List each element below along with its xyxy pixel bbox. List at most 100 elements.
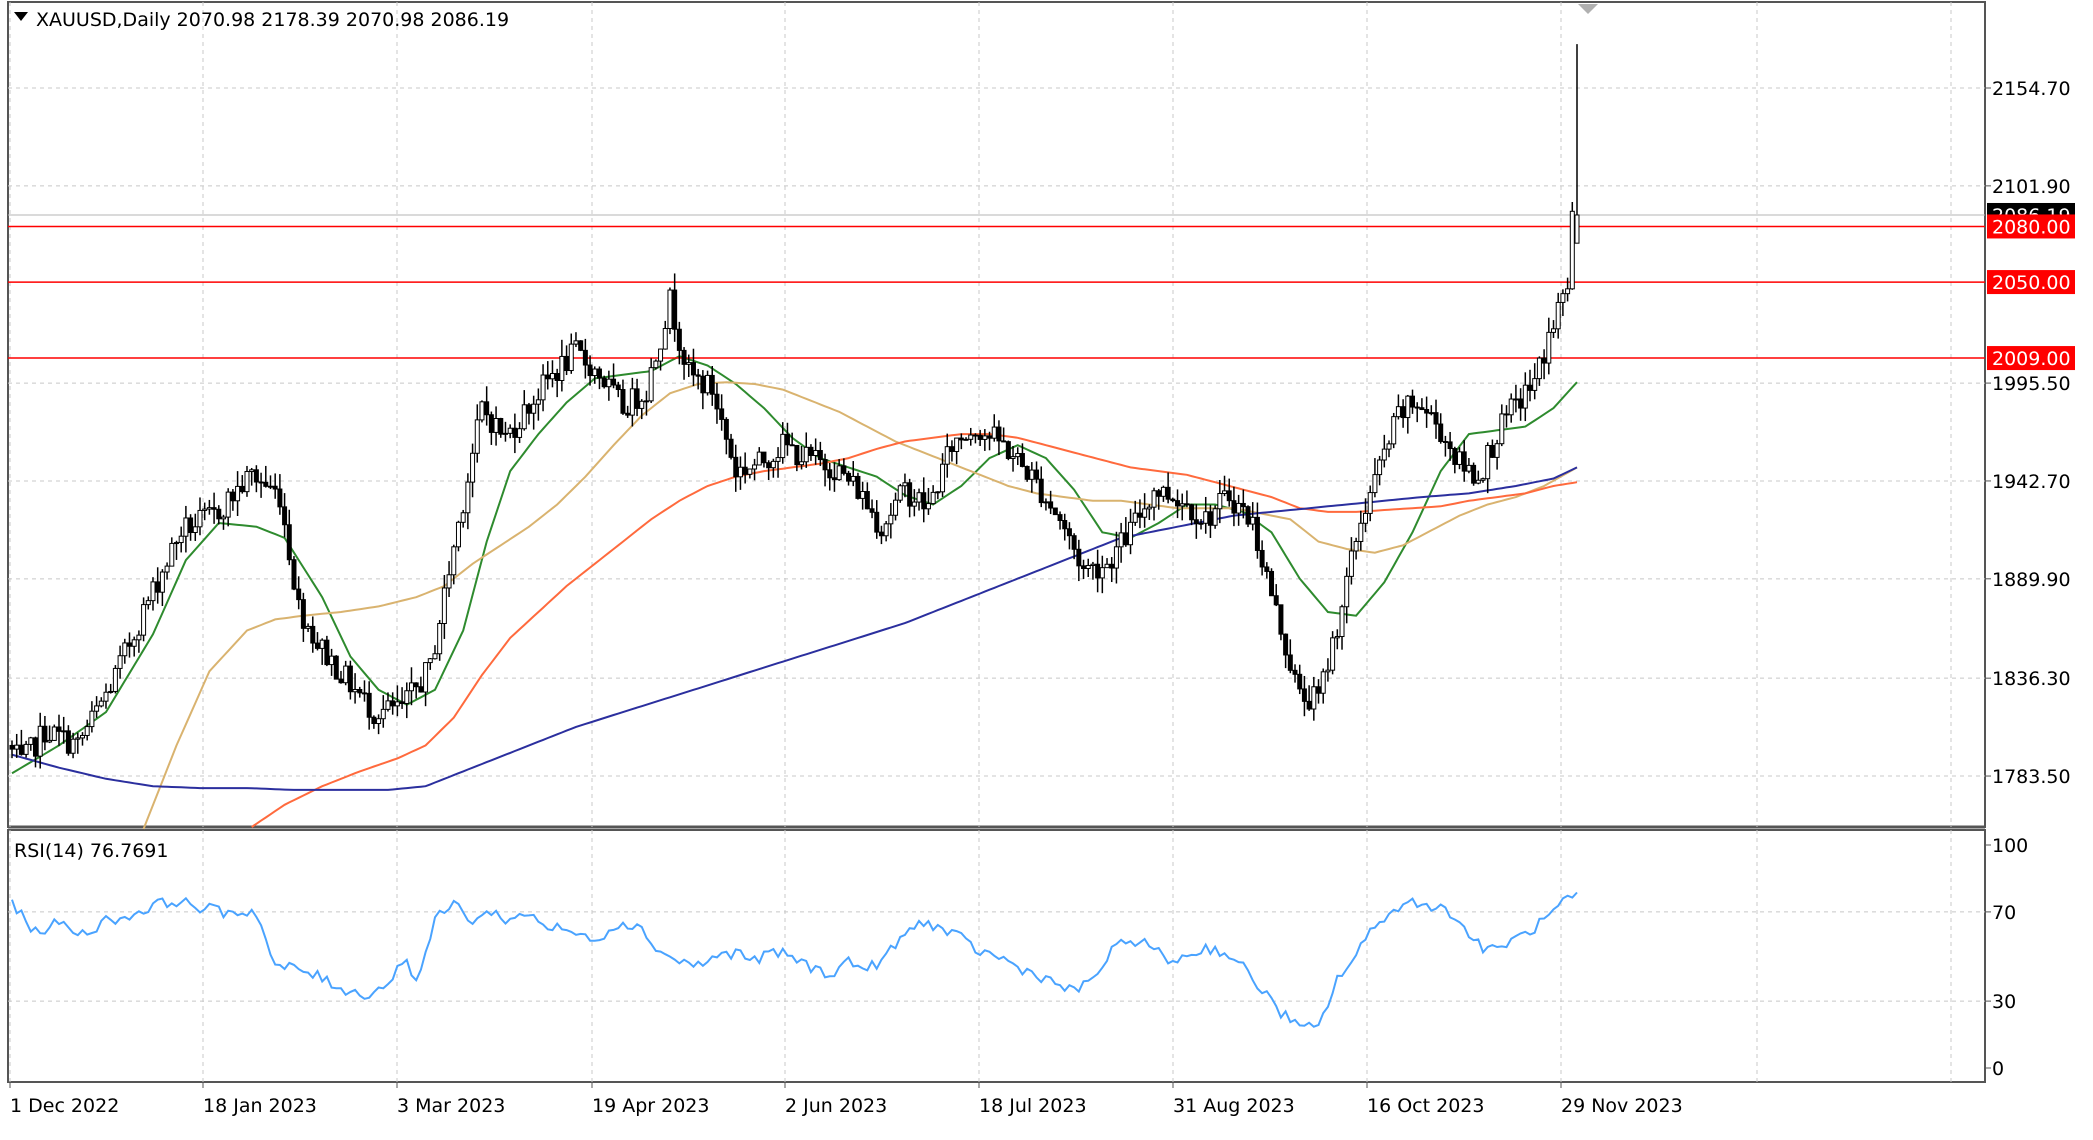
price-tag: 2080.00 xyxy=(1987,214,2075,239)
candle xyxy=(155,567,161,604)
x-tick-label: 31 Aug 2023 xyxy=(1173,1095,1295,1117)
candle xyxy=(1400,399,1406,428)
candle-body xyxy=(465,481,471,514)
candle xyxy=(84,719,90,741)
candle-body xyxy=(28,737,34,745)
candle-body xyxy=(972,434,978,437)
moving-average-line xyxy=(11,466,1578,791)
candle xyxy=(211,492,217,524)
candle xyxy=(1146,504,1152,520)
candle-body xyxy=(1292,669,1298,675)
candle-body xyxy=(1240,502,1246,508)
candle-body xyxy=(639,400,645,409)
candle xyxy=(940,453,946,497)
candle-body xyxy=(568,343,574,372)
candle xyxy=(347,660,353,700)
candle-body xyxy=(1156,490,1162,497)
candle xyxy=(178,526,184,553)
candle xyxy=(1292,664,1298,683)
candle xyxy=(817,441,823,467)
candle-body xyxy=(1518,398,1524,409)
candle xyxy=(775,447,781,478)
candle-body xyxy=(338,678,344,684)
candle xyxy=(535,388,541,421)
candle xyxy=(540,364,546,412)
candle xyxy=(1325,658,1331,682)
candle xyxy=(465,473,471,530)
candle-body xyxy=(601,377,607,388)
candle xyxy=(75,732,81,754)
candle-body xyxy=(1142,508,1148,518)
candle-body xyxy=(916,492,922,503)
candle-body xyxy=(1170,498,1176,502)
candle-body xyxy=(766,462,772,469)
candle-body xyxy=(47,739,53,743)
candle-body xyxy=(836,465,842,481)
candle-body xyxy=(780,433,786,459)
candle-body xyxy=(1541,357,1547,364)
candle xyxy=(996,420,1002,456)
candle xyxy=(1447,431,1453,461)
candle-body xyxy=(1283,633,1289,656)
candle-body xyxy=(733,456,739,478)
candle-body xyxy=(878,531,884,537)
price-tag-label: 2080.00 xyxy=(1992,216,2071,238)
candle xyxy=(1132,500,1138,526)
candle-body xyxy=(1048,501,1054,509)
candle-body xyxy=(65,730,71,754)
candle-body xyxy=(1574,214,1580,244)
candle-body xyxy=(752,464,758,470)
candle-body xyxy=(441,587,447,625)
candle xyxy=(925,487,931,515)
candle xyxy=(460,509,466,528)
candle-body xyxy=(850,475,856,482)
candle-body xyxy=(963,438,969,441)
candle-body xyxy=(841,465,847,474)
price-tag-label: 2050.00 xyxy=(1992,272,2071,294)
candle xyxy=(230,489,236,511)
candle xyxy=(770,458,776,478)
candle-body xyxy=(432,653,438,660)
candle-body xyxy=(1245,506,1251,525)
candle-body xyxy=(606,378,612,388)
candle-body xyxy=(479,401,485,421)
chart-shift-marker-icon[interactable] xyxy=(1578,4,1598,14)
candle xyxy=(258,472,264,498)
candle xyxy=(728,433,734,460)
candle xyxy=(883,521,889,542)
candle xyxy=(582,338,588,379)
candle-body xyxy=(380,708,386,720)
candle-body xyxy=(855,475,861,499)
candle-body xyxy=(1137,512,1143,518)
candle-body xyxy=(1038,478,1044,504)
candle-body xyxy=(1410,395,1416,408)
candle xyxy=(470,443,476,498)
candle xyxy=(1424,396,1430,428)
candle xyxy=(780,422,786,464)
symbol-dropdown-icon[interactable] xyxy=(14,12,28,21)
candle-body xyxy=(517,428,523,438)
candle-body xyxy=(178,535,184,544)
candle-body xyxy=(789,444,795,447)
candle xyxy=(705,370,711,396)
candle-body xyxy=(1466,464,1472,472)
candle-body xyxy=(371,716,377,725)
candle-body xyxy=(493,418,499,433)
candle xyxy=(1240,489,1246,519)
price-tag-box xyxy=(1987,214,2075,239)
x-tick-label: 19 Apr 2023 xyxy=(592,1095,709,1117)
moving-averages xyxy=(11,355,1578,830)
candle xyxy=(1104,558,1110,569)
candle-body xyxy=(98,700,104,707)
candle-body xyxy=(484,401,490,416)
candle-body xyxy=(620,389,626,414)
candle-body xyxy=(1536,357,1542,380)
candle-body xyxy=(1485,445,1491,480)
candle xyxy=(1250,502,1256,531)
candle-body xyxy=(827,469,833,479)
candle xyxy=(1527,369,1533,402)
candle xyxy=(108,683,114,694)
candle xyxy=(324,635,330,667)
y-tick-label: 2154.70 xyxy=(1992,78,2071,100)
candle-body xyxy=(930,491,936,505)
